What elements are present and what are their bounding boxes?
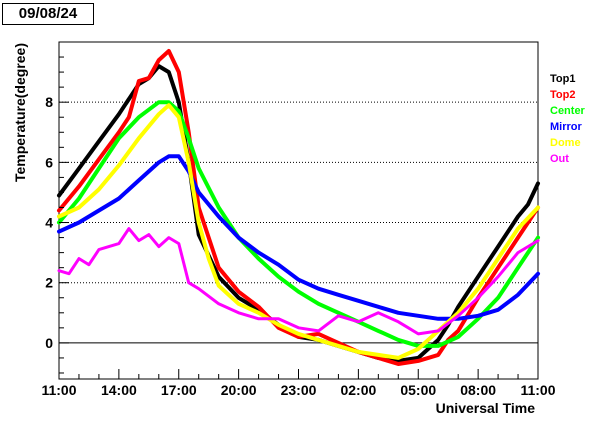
legend-entry-top1: Top1 (550, 73, 575, 85)
legend-entry-out: Out (550, 153, 569, 165)
legend-entry-dome: Dome (550, 137, 581, 149)
x-tick-label: 02:00 (340, 382, 376, 398)
legend-entry-center: Center (550, 105, 586, 117)
x-tick-label: 08:00 (460, 382, 496, 398)
legend: Top1 Top2 Center Mirror Dome Out (550, 73, 586, 165)
series-lines (57, 49, 540, 366)
x-tick-label: 11:00 (41, 382, 76, 398)
x-tick-label: 20:00 (221, 382, 257, 398)
series-line-center (57, 100, 540, 348)
axis-ticks: 11:00 14:00 17:00 20:00 23:00 02:00 05:00 08:00… (41, 56, 556, 398)
y-axis-title: Temperature(degree) (12, 43, 28, 182)
y-tick-label: 6 (45, 154, 53, 170)
series-line-out (57, 227, 540, 336)
y-tick-label: 4 (45, 215, 53, 231)
x-tick-label: 14:00 (101, 382, 137, 398)
x-tick-label: 17:00 (161, 382, 197, 398)
date-label: 09/08/24 (2, 3, 94, 25)
y-tick-label: 0 (45, 335, 53, 351)
y-tick-label: 2 (45, 275, 53, 291)
grid-lines (59, 101, 538, 344)
x-axis-title: Universal Time (436, 400, 536, 416)
x-tick-label: 05:00 (400, 382, 436, 398)
x-tick-label: 23:00 (281, 382, 317, 398)
legend-entry-top2: Top2 (550, 89, 575, 101)
y-tick-label: 8 (45, 94, 53, 110)
legend-entry-mirror: Mirror (550, 121, 583, 133)
x-tick-label: 11:00 (520, 382, 555, 398)
